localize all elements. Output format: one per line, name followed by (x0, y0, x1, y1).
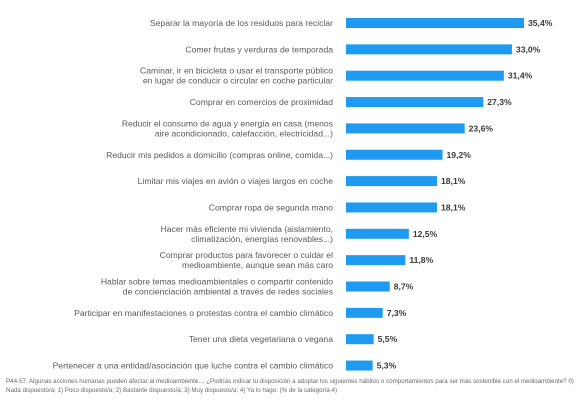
value-label: 11,8% (409, 255, 433, 265)
footnote: P44-57. Algunas acciones humanas pueden … (6, 378, 574, 394)
value-label: 19,2% (447, 150, 472, 160)
value-label: 12,5% (413, 229, 438, 239)
category-label: Separar la mayoría de los residuos para … (150, 18, 333, 28)
bar (346, 123, 465, 134)
category-label: Comprar en comercios de proximidad (190, 97, 334, 107)
category-label: Tener una dieta vegetariana o vegana (189, 334, 334, 344)
bar (346, 255, 406, 266)
bar (346, 176, 438, 187)
bar (346, 18, 524, 28)
category-label: Reducir el consumo de agua y energía en … (122, 118, 333, 138)
value-label: 18,1% (441, 202, 466, 212)
category-label: Comprar productos para favorecer o cuida… (160, 250, 334, 270)
value-label: 23,6% (469, 123, 494, 133)
category-label: Comer frutas y verduras de temporada (185, 44, 333, 54)
horizontal-bar-chart: Separar la mayoría de los residuos para … (53, 18, 553, 371)
category-label: Comprar ropa de segunda mano (209, 202, 333, 212)
category-label: Limitar mis viajes en avión o viajes lar… (138, 176, 334, 186)
value-label: 5,5% (378, 334, 398, 344)
category-label: Reducir mis pedidos a domicilio (compras… (106, 150, 333, 160)
value-label: 18,1% (441, 176, 466, 186)
bar (346, 149, 443, 160)
value-label: 35,4% (528, 18, 553, 28)
category-label: Participar en manifestaciones o protesta… (74, 308, 333, 318)
bar (346, 70, 504, 81)
value-label: 8,7% (394, 282, 414, 292)
bar (346, 307, 383, 318)
category-label: Caminar, ir en bicicleta o usar el trans… (140, 66, 333, 86)
category-label: Pertenecer a una entidad/asociación que … (53, 361, 334, 371)
bar (346, 334, 374, 345)
value-label: 5,3% (377, 361, 397, 371)
value-label: 27,3% (487, 97, 512, 107)
value-label: 33,0% (516, 44, 541, 54)
bar (346, 44, 512, 55)
value-label: 7,3% (387, 308, 407, 318)
bar (346, 360, 373, 371)
bar (346, 228, 409, 239)
bar (346, 202, 438, 213)
value-label: 31,4% (508, 71, 533, 81)
bar (346, 97, 484, 108)
category-label: Hacer más eficiente mi vivienda (aislami… (161, 224, 334, 244)
category-label: Hablar sobre temas medioambientales o co… (101, 277, 333, 297)
bar (346, 281, 390, 292)
